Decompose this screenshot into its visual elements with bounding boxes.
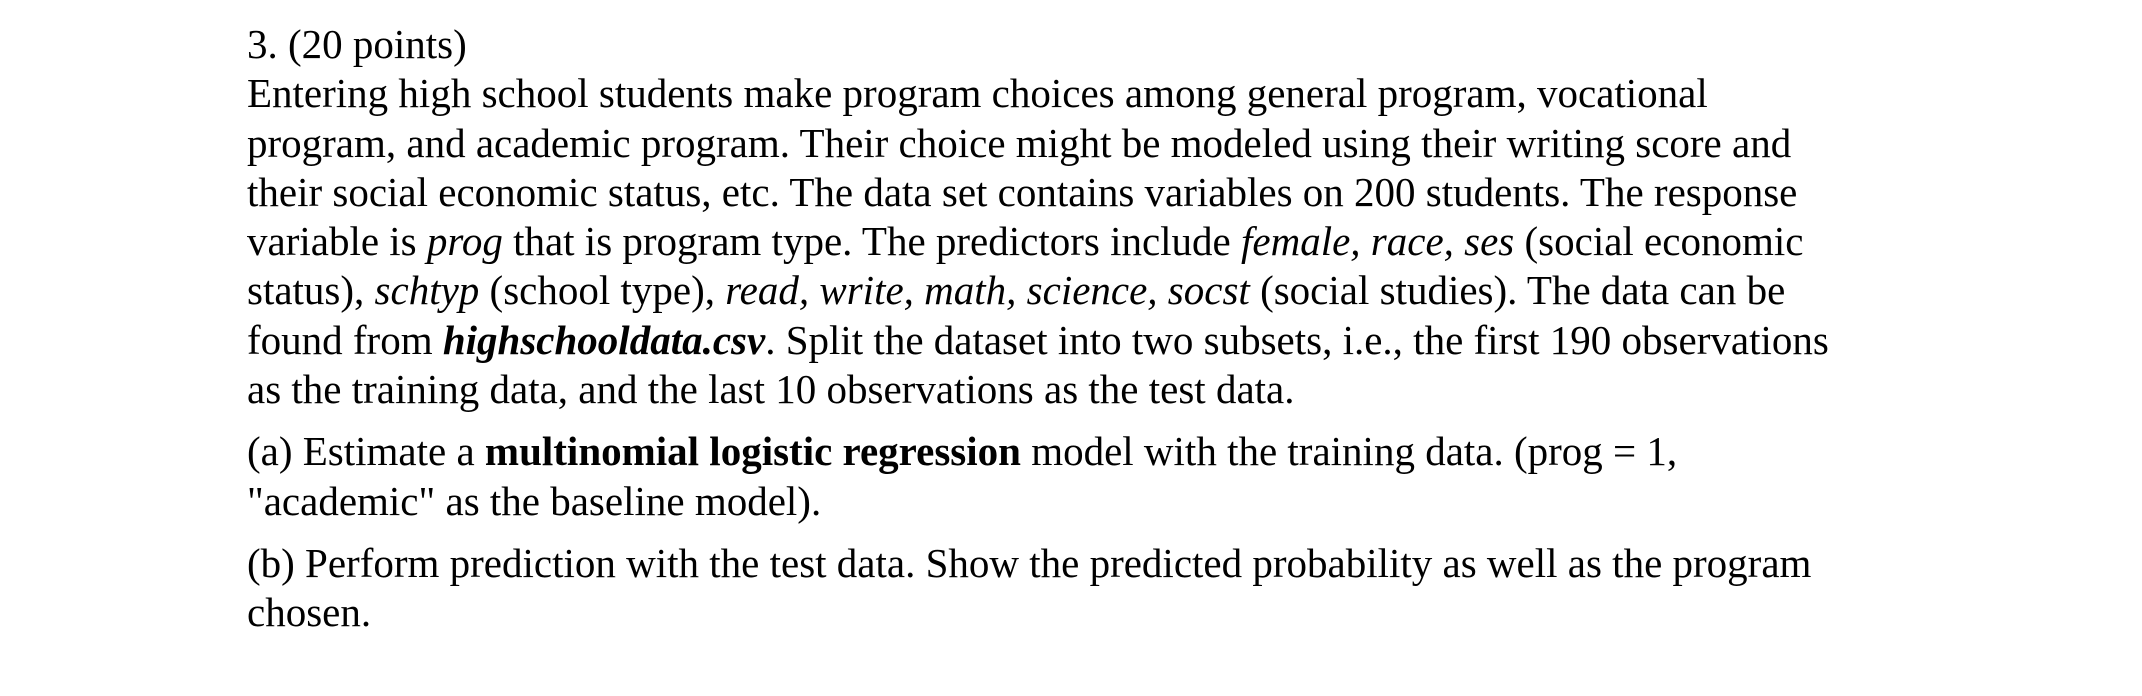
part-b: (b) Perform prediction with the test dat… [247, 539, 1967, 638]
question-intro: Entering high school students make progr… [247, 69, 1967, 414]
part-line: "academic" as the baseline model). [247, 477, 1967, 526]
text-run: variable is [247, 218, 427, 265]
intro-line: variable is prog that is program type. T… [247, 217, 1967, 266]
data-file-name: highschooldata.csv [442, 316, 766, 363]
part-line: chosen. [247, 588, 1967, 637]
part-line: (b) Perform prediction with the test dat… [247, 539, 1967, 588]
predictor-names: read, write, math, science, socst [725, 267, 1250, 314]
text-run: . Split the dataset into two subsets, i.… [765, 316, 1829, 363]
variable-name-prog: prog [426, 218, 503, 265]
text-run: that is program type. The predictors inc… [502, 218, 1242, 265]
intro-line: program, and academic program. Their cho… [247, 119, 1967, 168]
question-document: 3. (20 points) Entering high school stud… [247, 20, 1967, 638]
text-run: status), [247, 267, 375, 314]
paragraph-spacer [247, 526, 1967, 539]
method-name: multinomial logistic regression [484, 428, 1021, 475]
text-run: (social economic [1514, 218, 1804, 265]
text-run: program, and academic program. Their cho… [247, 119, 1792, 166]
text-run: (b) Perform prediction with the test dat… [247, 539, 1812, 586]
text-run: Entering high school students make progr… [247, 70, 1708, 117]
question-header: 3. (20 points) [247, 21, 467, 67]
text-run: their social economic status, etc. The d… [247, 168, 1798, 215]
intro-line: their social economic status, etc. The d… [247, 168, 1967, 217]
variable-name-schtyp: schtyp [374, 267, 480, 314]
intro-line: status), schtyp (school type), read, wri… [247, 266, 1967, 315]
text-run: "academic" as the baseline model). [247, 477, 822, 524]
part-line: (a) Estimate a multinomial logistic regr… [247, 427, 1967, 476]
text-run: (school type), [479, 267, 726, 314]
text-run: (social studies). The data can be [1249, 267, 1786, 314]
text-run: chosen. [247, 589, 372, 636]
intro-line: Entering high school students make progr… [247, 69, 1967, 118]
text-run: (a) Estimate a [247, 428, 485, 475]
part-a: (a) Estimate a multinomial logistic regr… [247, 427, 1967, 526]
paragraph-spacer [247, 414, 1967, 427]
predictor-names: female, race, ses [1241, 218, 1515, 265]
intro-line: as the training data, and the last 10 ob… [247, 365, 1967, 414]
intro-line: found from highschooldata.csv. Split the… [247, 316, 1967, 365]
text-run: model with the training data. (prog = 1, [1020, 428, 1678, 475]
text-run: found from [247, 316, 443, 363]
text-run: as the training data, and the last 10 ob… [247, 366, 1295, 413]
